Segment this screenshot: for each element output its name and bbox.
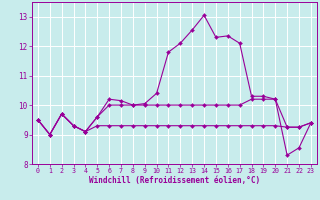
X-axis label: Windchill (Refroidissement éolien,°C): Windchill (Refroidissement éolien,°C) [89, 176, 260, 185]
